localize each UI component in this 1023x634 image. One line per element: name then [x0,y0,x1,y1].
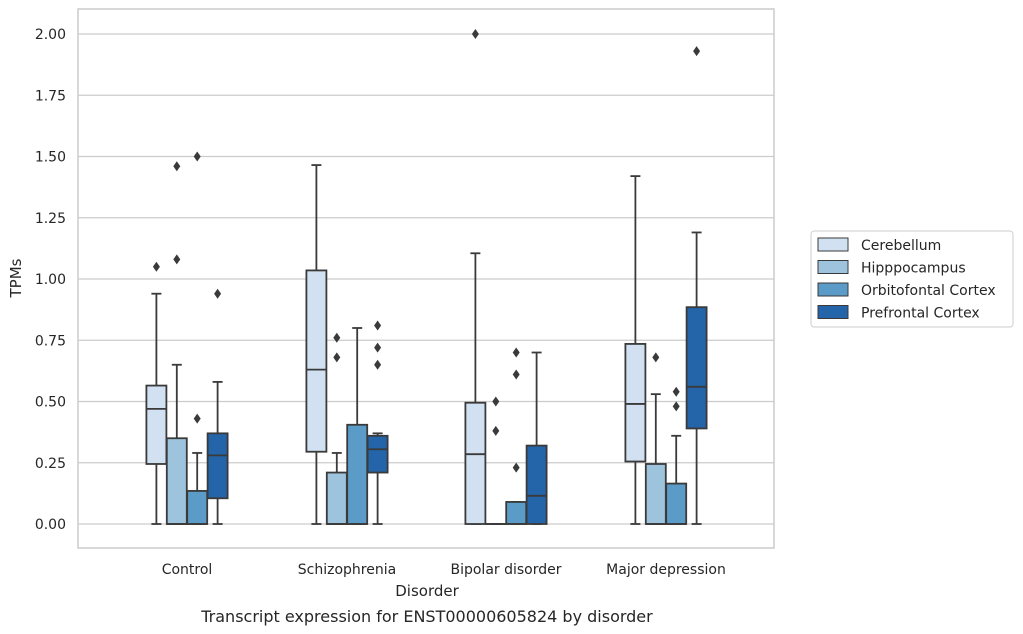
box-iqr [206,432,229,500]
y-tick-label: 0.75 [35,333,66,349]
box-hipppocampus-2 [484,396,507,525]
outlier-point [693,46,701,57]
outlier-point [672,386,680,397]
outlier-point [512,462,520,473]
box-prefrontal-cortex-2 [525,351,548,525]
box-cerebellum-2 [464,29,487,525]
box-hipppocampus-3 [644,352,667,525]
plot-frame [77,8,775,549]
box-iqr [464,401,487,525]
y-tick-label: 0.50 [35,395,66,411]
box-cerebellum-0 [145,261,168,525]
outlier-point [173,161,181,172]
outlier-point [492,396,500,407]
box-iqr [525,444,548,525]
box-series [145,29,708,525]
box-iqr [186,490,209,525]
legend-swatch [817,260,849,274]
x-tick-labels: Control Schizophrenia Bipolar disorder Majo… [162,562,726,578]
outlier-point [652,352,660,363]
legend: Cerebellum Hipppocampus Orbitofontal Corte… [810,230,1014,328]
box-iqr [346,423,369,525]
outlier-point [492,425,500,436]
outlier-point [333,332,341,343]
y-tick-labels: 0.00 0.25 0.50 0.75 1.00 1.25 1.50 1.75 2.00 [35,27,66,533]
box-hipppocampus-1 [325,332,348,525]
legend-swatch [817,282,849,297]
box-prefrontal-cortex-1 [366,320,389,525]
box-prefrontal-cortex-3 [685,46,708,525]
outlier-point [374,359,382,370]
box-orbitofontal-cortex-0 [186,151,209,525]
legend-label: Orbitofontal Cortex [861,283,996,299]
y-tick-label: 1.00 [35,272,66,288]
box-iqr [145,384,168,465]
y-tick-label: 1.25 [35,211,66,227]
chart-caption: Transcript expression for ENST0000060582… [200,607,653,626]
legend-label: Hipppocampus [861,261,966,277]
x-tick-label: Schizophrenia [298,562,396,578]
box-iqr [665,482,688,525]
outlier-point [512,347,520,358]
x-tick-label: Control [162,562,213,578]
legend-label: Prefrontal Cortex [861,306,980,322]
y-tick-label: 1.75 [35,88,66,104]
x-tick-label: Major depression [606,562,726,578]
legend-swatch [817,305,849,319]
outlier-point [471,29,479,39]
box-prefrontal-cortex-0 [206,288,229,525]
outlier-point [374,320,382,331]
outlier-point [152,261,160,272]
y-tick-label: 2.00 [35,27,66,43]
box-iqr [366,434,389,474]
legend-label: Cerebellum [861,238,941,254]
box-cerebellum-3 [624,175,647,525]
legend-swatch [817,237,849,252]
y-tick-label: 0.00 [35,517,66,533]
outlier-point [193,151,201,162]
x-tick-label: Bipolar disorder [450,562,561,578]
legend-frame [810,230,1014,328]
outlier-point [193,413,201,424]
box-orbitofontal-cortex-1 [346,327,369,525]
outlier-point [512,369,520,380]
outlier-point [672,401,680,412]
y-tick-label: 0.25 [35,456,66,472]
outlier-point [214,288,222,299]
box-iqr [624,343,647,463]
outlier-point [374,342,382,353]
box-iqr [644,463,667,525]
box-iqr [505,501,528,525]
box-iqr [685,306,708,430]
y-tick-label: 1.50 [35,150,66,166]
outlier-point [173,254,181,265]
outlier-point [333,352,341,363]
box-iqr [305,269,328,453]
box-orbitofontal-cortex-3 [665,386,688,525]
box-orbitofontal-cortex-2 [505,347,528,525]
x-axis-title: Disorder [395,582,459,600]
box-cerebellum-1 [305,164,328,525]
box-iqr [325,471,348,525]
box-iqr [165,437,188,525]
box-hipppocampus-0 [165,161,188,525]
y-axis-title: TPMs [7,258,25,298]
